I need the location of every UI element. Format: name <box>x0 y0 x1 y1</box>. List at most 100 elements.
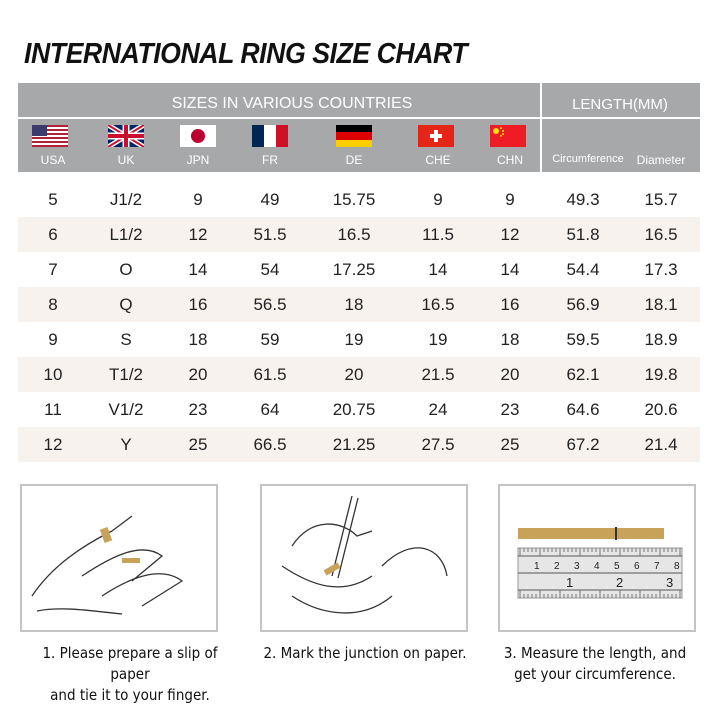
table-cell: 14 <box>500 260 520 279</box>
table-cell: 18 <box>500 330 520 349</box>
length-title: LENGTH(MM) <box>572 96 668 113</box>
table-cell: 11.5 <box>422 225 454 244</box>
ruler-mark: 2 <box>554 561 560 572</box>
table-cell: 49 <box>260 190 280 209</box>
table-cell: 16.5 <box>337 225 371 244</box>
us-flag-icon <box>32 125 68 147</box>
table-cell: L1/2 <box>109 225 143 244</box>
country-code-fr: FR <box>262 153 278 167</box>
table-cell: 49.3 <box>566 190 600 209</box>
table-cell: 51.5 <box>253 225 287 244</box>
table-cell: Y <box>120 435 132 454</box>
page-title: INTERNATIONAL RING SIZE CHART <box>24 38 468 70</box>
switzerland-flag-icon <box>418 125 454 147</box>
table-cell: 18 <box>188 330 208 349</box>
table-cell: 56.9 <box>566 295 600 314</box>
france-flag-icon <box>252 125 288 147</box>
table-cell: O <box>119 260 133 279</box>
table-cell: 15.7 <box>644 190 678 209</box>
country-code-jpn: JPN <box>186 153 210 167</box>
circumference-header: Circumference <box>552 153 624 165</box>
table-cell: 11 <box>44 400 62 419</box>
table-cell: 16.5 <box>421 295 455 314</box>
germany-flag-icon <box>336 125 372 147</box>
ruler-mark: 3 <box>666 575 673 590</box>
table-cell: 62.1 <box>566 365 600 384</box>
table-cell: 25 <box>188 435 208 454</box>
table-cell: 18.9 <box>644 330 678 349</box>
table-cell: 51.8 <box>566 225 600 244</box>
table-cell: 20 <box>344 365 364 384</box>
table-cell: 10 <box>43 365 63 384</box>
table-cell: 19 <box>344 330 364 349</box>
table-row: 6 L1/2 12 51.5 16.5 11.5 12 51.8 16.5 <box>18 217 700 252</box>
length-header <box>542 83 700 172</box>
step-caption-1: 1. Please prepare a slip of paper and tie… <box>42 644 218 704</box>
table-cell: 7 <box>48 260 58 279</box>
table-cell: 54 <box>260 260 280 279</box>
ruler-measuring-icon: 1 2 3 4 5 6 7 81 2 3 <box>517 527 683 599</box>
table-cell: 64.6 <box>566 400 600 419</box>
ruler-mark: 1 <box>566 575 573 590</box>
table-cell: 23 <box>500 400 520 419</box>
step-caption-3: 3. Measure the length, and get your circu… <box>503 644 687 683</box>
table-row: 5 J1/2 9 49 15.75 9 9 49.3 15.7 <box>18 182 700 217</box>
table-cell: 9 <box>505 190 515 209</box>
uk-flag-icon <box>108 125 144 147</box>
country-code-de: DE <box>345 153 363 167</box>
table-cell: 20 <box>500 365 520 384</box>
ruler-mark: 6 <box>634 561 640 572</box>
country-code-chn: CHN <box>497 153 523 167</box>
marking-hand-icon <box>281 495 448 614</box>
table-cell: 61.5 <box>253 365 287 384</box>
table-cell: 59 <box>260 330 280 349</box>
country-code-usa: USA <box>40 153 66 167</box>
table-cell: 64 <box>260 400 280 419</box>
table-cell: 12 <box>43 435 63 454</box>
table-cell: 19.8 <box>644 365 678 384</box>
table-cell: 15.75 <box>332 190 376 209</box>
table-cell: 6 <box>48 225 58 244</box>
table-cell: 18.1 <box>644 295 678 314</box>
table-cell: 23 <box>188 400 208 419</box>
table-cell: 20.6 <box>644 400 678 419</box>
table-cell: V1/2 <box>108 400 144 419</box>
table-row: 7 O 14 54 17.25 14 14 54.4 17.3 <box>18 252 700 287</box>
table-cell: Q <box>119 295 133 314</box>
table-cell: 21.25 <box>332 435 376 454</box>
table-row: 8 Q 16 56.5 18 16.5 16 56.9 18.1 <box>18 287 700 322</box>
country-code-uk: UK <box>117 153 135 167</box>
table-cell: 12 <box>188 225 208 244</box>
table-row: 9 S 18 59 19 19 18 59.5 18.9 <box>18 322 700 357</box>
ruler-mark: 8 <box>674 561 680 572</box>
table-cell: 17.25 <box>332 260 376 279</box>
table-cell: 25 <box>500 435 520 454</box>
japan-flag-icon <box>180 125 216 147</box>
table-cell: 18 <box>344 295 364 314</box>
ruler-mark: 7 <box>654 561 660 572</box>
table-cell: 9 <box>433 190 443 209</box>
table-row: 12 Y 25 66.5 21.25 27.5 25 67.2 21.4 <box>18 427 700 462</box>
table-cell: 9 <box>48 330 58 349</box>
table-cell: S <box>120 330 132 349</box>
table-cell: 59.5 <box>566 330 600 349</box>
ruler-mark: 4 <box>594 561 600 572</box>
table-cell: 8 <box>48 295 58 314</box>
table-row: 11 V1/2 23 64 20.75 24 23 64.6 20.6 <box>18 392 700 427</box>
table-cell: 24 <box>428 400 448 419</box>
table-cell: 66.5 <box>253 435 287 454</box>
table-cell: 67.2 <box>566 435 600 454</box>
table-cell: 14 <box>428 260 448 279</box>
table-cell: 20.75 <box>332 400 376 419</box>
hand-with-paper-icon <box>31 515 184 615</box>
table-cell: 14 <box>188 260 208 279</box>
step-caption-2: 2. Mark the junction on paper. <box>263 644 467 662</box>
table-cell: 5 <box>48 190 58 209</box>
table-cell: 17.3 <box>644 260 678 279</box>
table-cell: 16.5 <box>644 225 678 244</box>
table-row: 10 T1/2 20 61.5 20 21.5 20 62.1 19.8 <box>18 357 700 392</box>
table-cell: 56.5 <box>253 295 287 314</box>
china-flag-icon <box>490 125 526 147</box>
ruler-mark: 1 <box>534 561 540 572</box>
